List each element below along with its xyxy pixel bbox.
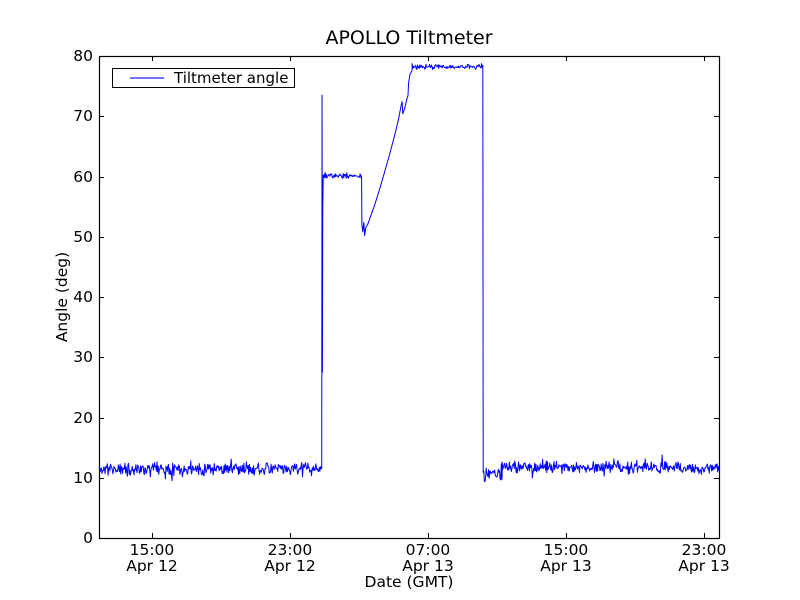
x-tick-text: Apr 13 xyxy=(678,557,730,575)
x-tick-text: Apr 12 xyxy=(264,557,316,575)
chart-title: APOLLO Tiltmeter xyxy=(325,27,493,49)
legend-line-sample xyxy=(130,77,164,79)
x-tick-text: Apr 13 xyxy=(540,557,592,575)
x-tick-label: 07:00 Apr 13 xyxy=(373,542,483,574)
y-tick-label: 70 xyxy=(73,107,93,126)
tiltmeter-angle-line xyxy=(98,63,720,482)
x-tick-label: 23:00 Apr 12 xyxy=(235,542,345,574)
y-tick-label: 40 xyxy=(73,288,93,306)
y-tick-label: 20 xyxy=(73,408,93,427)
x-tick-text: Apr 12 xyxy=(126,557,178,575)
y-tick-label: 60 xyxy=(73,167,93,186)
x-tick-label: 23:00 Apr 13 xyxy=(649,542,759,574)
x-tick-label: 15:00 Apr 12 xyxy=(97,542,207,574)
x-tick-text: 23:00 xyxy=(267,541,313,559)
x-tick-text: 23:00 xyxy=(681,541,727,559)
y-tick-label: 80 xyxy=(73,47,93,65)
x-tick-text: Apr 13 xyxy=(402,557,454,575)
x-tick-label: 15:00 Apr 13 xyxy=(511,542,621,574)
y-tick-label: 10 xyxy=(73,468,93,487)
legend: Tiltmeter angle xyxy=(112,68,295,88)
y-tick-label: 0 xyxy=(83,529,93,547)
x-tick-text: 15:00 xyxy=(129,541,175,559)
y-tick-label: 30 xyxy=(73,348,93,367)
legend-label: Tiltmeter angle xyxy=(174,68,289,87)
x-tick-text: 15:00 xyxy=(543,541,589,559)
y-tick-label: 50 xyxy=(73,227,93,246)
x-axis-label: Date (GMT) xyxy=(364,573,454,591)
x-tick-text: 07:00 xyxy=(405,541,451,559)
